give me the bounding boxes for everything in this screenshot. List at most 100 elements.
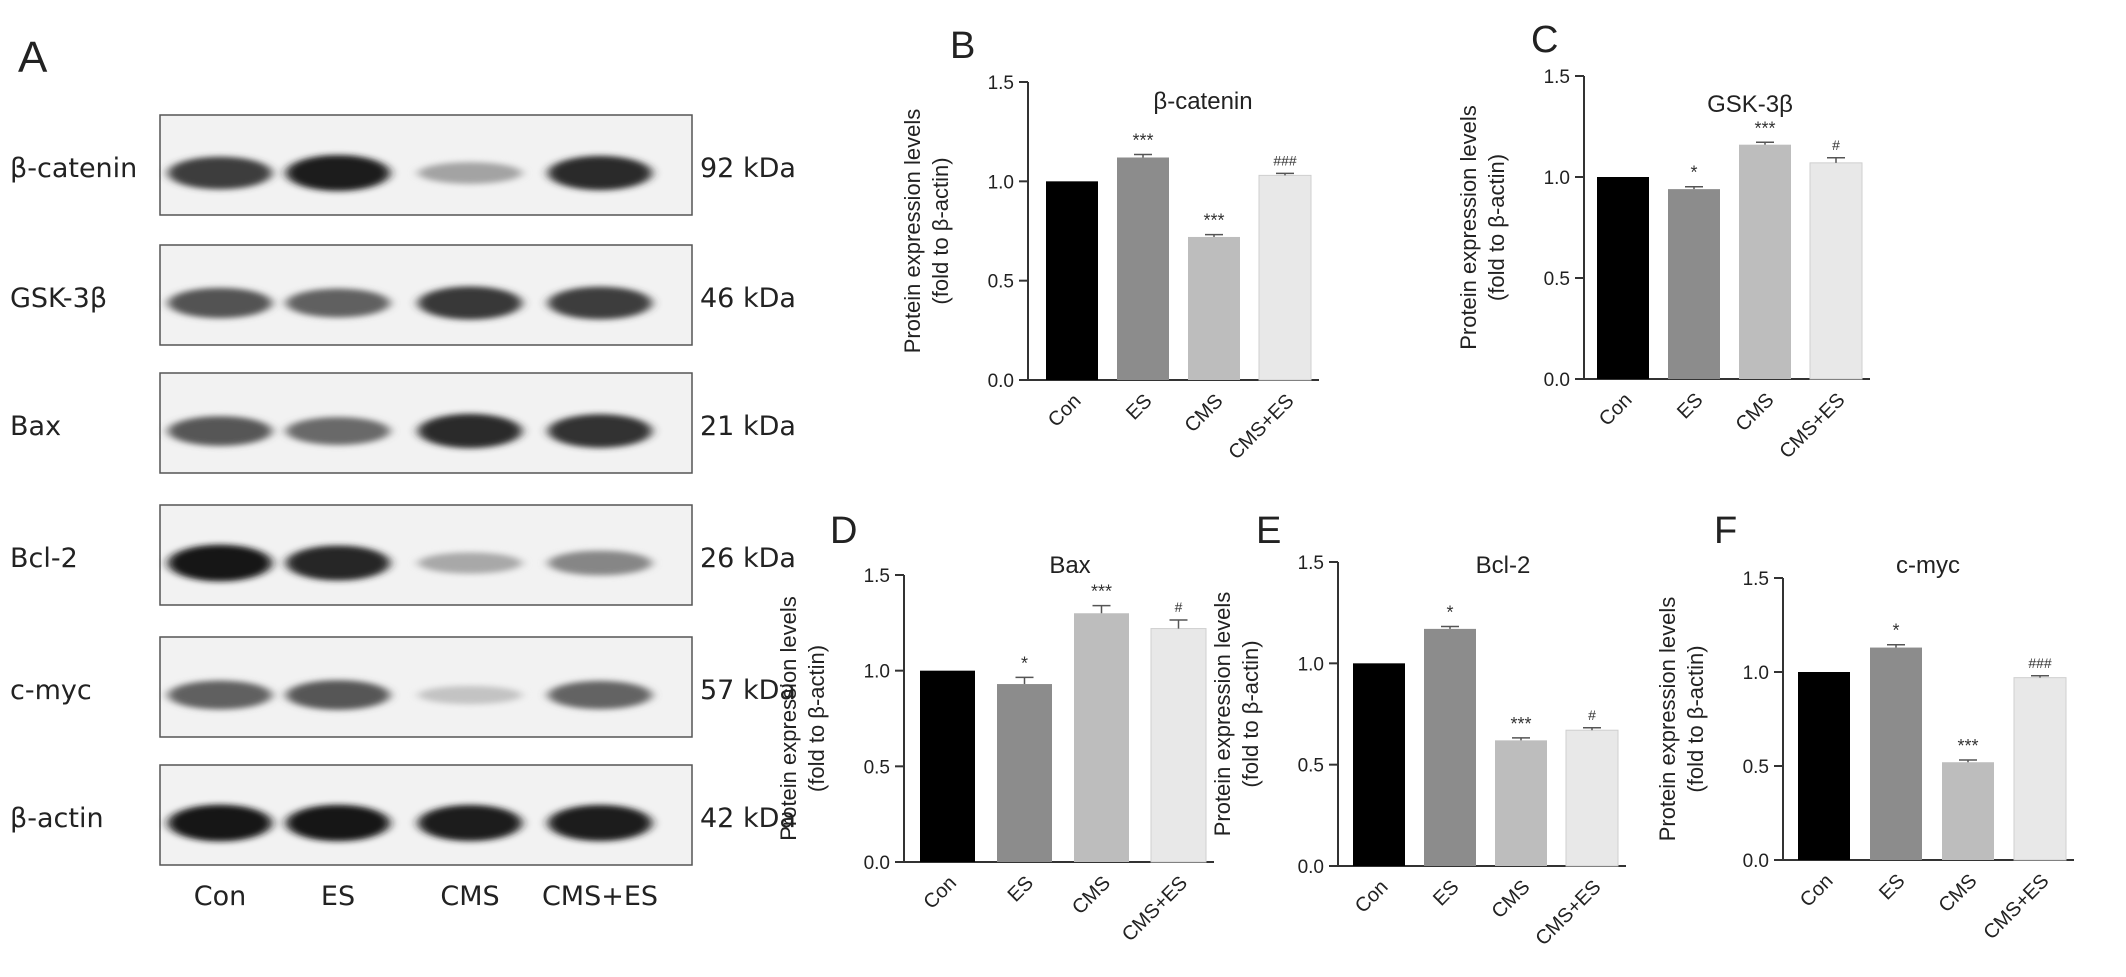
significance-mark: # [1832, 137, 1840, 153]
y-tick-label: 1.5 [864, 566, 890, 587]
blot-band [548, 155, 652, 191]
chart-f: Fc-myc 0.0 0.5 1.0 1.5 Protein expression lev… [1655, 510, 2074, 944]
lane-label: CMS [440, 881, 499, 912]
x-tick-label: CMS [1181, 390, 1228, 437]
y-tick-label: 0.0 [864, 853, 890, 874]
significance-mark: # [1175, 599, 1183, 615]
y-tick-label: 0.5 [1544, 269, 1570, 290]
significance-mark: * [1892, 621, 1899, 641]
blot-row-5: c-myc 57 kDa [10, 636, 796, 738]
kda-label: 26 kDa [700, 543, 796, 574]
significance-mark: * [1021, 653, 1028, 673]
protein-label: Bax [10, 411, 61, 442]
bar [1495, 740, 1547, 866]
lane-label: CMS+ES [542, 881, 658, 912]
y-tick-label: 0.5 [1743, 757, 1769, 778]
y-tick-label: 0.0 [1298, 857, 1324, 878]
x-tick-label: Con [1351, 876, 1393, 918]
y-tick-label: 0.5 [864, 757, 890, 778]
y-tick-label: 1.0 [1298, 654, 1324, 675]
kda-label: 46 kDa [700, 283, 796, 314]
x-tick-label: Con [1796, 870, 1838, 912]
y-tick-label: 1.5 [1743, 569, 1769, 590]
y-axis-label: Protein expression levels [1655, 597, 1680, 842]
y-axis-label: Protein expression levels [1210, 592, 1235, 837]
y-tick-label: 0.5 [988, 272, 1014, 293]
blot-band [418, 162, 522, 184]
x-tick-label: Con [920, 872, 962, 914]
significance-mark: ### [2028, 655, 2052, 671]
chart-b: Bβ-catenin 0.0 0.5 1.0 1.5 Protein expression… [900, 25, 1319, 464]
y-axis-label: Protein expression levels [1456, 105, 1481, 350]
panel-letter: E [1256, 510, 1281, 552]
bar [1424, 628, 1476, 866]
bar-charts: Bβ-catenin 0.0 0.5 1.0 1.5 Protein expression… [776, 19, 2074, 950]
bar [1258, 174, 1312, 381]
x-tick-label: CMS+ES [1224, 390, 1298, 464]
chart-title: β-catenin [1153, 88, 1252, 115]
chart-title: c-myc [1896, 552, 1960, 579]
significance-mark: # [1588, 707, 1596, 723]
y-tick-label: 1.5 [1544, 67, 1570, 88]
bar [1046, 181, 1098, 380]
chart-e: E Bcl-2 0.0 0.5 1.0 1.5 Protein expression lev… [1210, 510, 1626, 950]
blot-band [548, 550, 652, 576]
significance-mark: ### [1273, 152, 1297, 168]
chart-d: D Bax 0.0 0.5 1.0 1.5 Protein expression level… [776, 510, 1214, 946]
bar [1074, 613, 1129, 862]
protein-label: Bcl-2 [10, 543, 78, 574]
x-tick-label: CMS [1732, 389, 1779, 436]
y-tick-label: 1.0 [988, 172, 1014, 193]
y-tick-label: 1.5 [1298, 553, 1324, 574]
kda-label: 21 kDa [700, 411, 796, 442]
chart-c: C GSK-3β 0.0 0.5 1.0 1.5 Protein expression le… [1456, 19, 1870, 463]
x-tick-label: CMS+ES [1531, 876, 1605, 950]
bar [1798, 672, 1850, 860]
blot-band [286, 680, 390, 710]
chart-title: Bcl-2 [1476, 552, 1531, 579]
blot-band [548, 804, 652, 842]
blot-band [168, 156, 272, 190]
blot-band [548, 414, 652, 448]
bar [1739, 144, 1791, 379]
chart-title: Bax [1049, 552, 1090, 579]
bar [1668, 189, 1720, 379]
blot-band [168, 287, 272, 319]
protein-label: GSK-3β [10, 283, 107, 314]
panel-letter: B [950, 25, 975, 67]
blot-band [286, 804, 390, 842]
y-axis-label: (fold to β-actin) [1683, 645, 1708, 792]
blot-row-2: GSK-3β 46 kDa [10, 244, 796, 346]
lane-label: Con [194, 881, 246, 912]
y-tick-label: 1.5 [988, 73, 1014, 94]
x-tick-label: Con [1044, 390, 1086, 432]
blot-band [286, 154, 390, 192]
y-tick-label: 0.0 [1544, 370, 1570, 391]
x-tick-label: ES [1122, 390, 1156, 424]
blot-band [418, 286, 522, 320]
x-tick-label: Con [1595, 389, 1637, 431]
blot-band [286, 545, 390, 581]
panel-letter: F [1714, 510, 1737, 552]
blot-band [548, 286, 652, 320]
y-axis-label: (fold to β-actin) [1484, 154, 1509, 301]
y-axis-label: (fold to β-actin) [804, 645, 829, 792]
kda-label: 92 kDa [700, 153, 796, 184]
x-tick-label: CMS+ES [1775, 389, 1849, 463]
y-tick-label: 0.0 [988, 371, 1014, 392]
kda-label: 42 kDa [700, 803, 796, 834]
blot-band [418, 552, 522, 574]
bar [1188, 236, 1240, 380]
bar [920, 670, 975, 862]
significance-mark: *** [1754, 118, 1775, 138]
y-tick-label: 0.0 [1743, 851, 1769, 872]
y-tick-label: 1.0 [1544, 168, 1570, 189]
blot-band [168, 680, 272, 710]
blot-band [286, 417, 390, 445]
significance-mark: *** [1203, 211, 1224, 231]
significance-mark: * [1446, 602, 1453, 622]
blot-row-3: Bax 21 kDa [10, 372, 796, 474]
significance-mark: *** [1132, 131, 1153, 151]
significance-mark: * [1690, 163, 1697, 183]
